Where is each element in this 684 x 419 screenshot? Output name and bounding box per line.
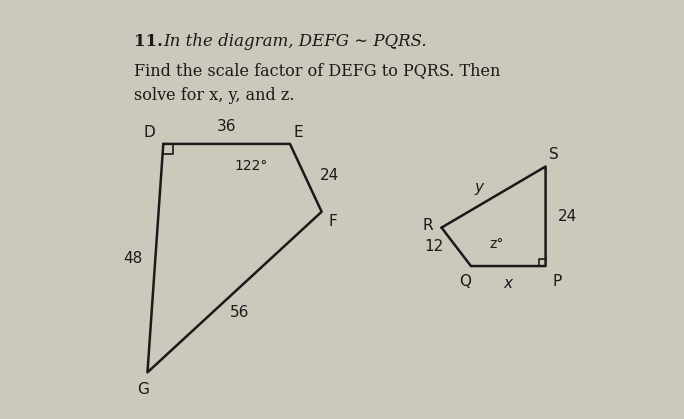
Text: Q: Q	[460, 274, 471, 289]
Text: solve for x, y, and z.: solve for x, y, and z.	[134, 87, 294, 104]
Text: 11.: 11.	[134, 33, 163, 50]
Text: S: S	[549, 147, 559, 162]
Text: 56: 56	[229, 305, 249, 320]
Text: R: R	[423, 218, 434, 233]
Text: 24: 24	[319, 168, 339, 183]
Text: 12: 12	[424, 239, 443, 254]
Text: P: P	[553, 274, 562, 289]
Text: x: x	[503, 276, 513, 291]
Text: F: F	[328, 214, 337, 229]
Text: 24: 24	[558, 209, 577, 224]
Text: y: y	[475, 180, 484, 195]
Text: D: D	[144, 125, 155, 140]
Text: In the diagram, DEFG ∼ PQRS.: In the diagram, DEFG ∼ PQRS.	[163, 33, 427, 50]
Text: Find the scale factor of DEFG to PQRS. Then: Find the scale factor of DEFG to PQRS. T…	[134, 62, 500, 80]
Text: E: E	[293, 125, 303, 140]
Text: 122°: 122°	[234, 159, 267, 173]
Text: G: G	[137, 382, 149, 397]
Text: z°: z°	[489, 237, 503, 251]
Text: 48: 48	[123, 251, 143, 266]
Text: 36: 36	[217, 119, 237, 134]
